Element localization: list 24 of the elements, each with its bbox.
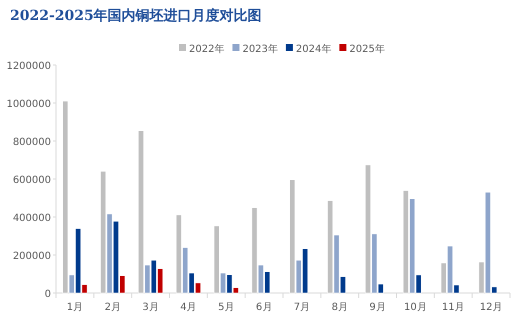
x-tick-label: 12月	[480, 302, 502, 313]
x-tick-label: 1月	[66, 302, 84, 313]
y-tick-label: 800000	[12, 137, 51, 148]
x-tick-label: 6月	[256, 302, 272, 313]
legend-label: 2022年	[189, 43, 224, 55]
x-tick-label: 5月	[218, 302, 234, 313]
x-tick-label: 9月	[369, 302, 386, 313]
chart-title: 2022-2025年国内铜坯进口月度对比图	[10, 7, 262, 24]
legend-label: 2024年	[296, 43, 332, 55]
x-tick-label: 7月	[294, 302, 310, 313]
y-tick-label: 200000	[12, 251, 51, 262]
y-tick-label: 600000	[12, 175, 51, 186]
x-tick-label: 4月	[180, 302, 197, 313]
x-tick-label: 8月	[332, 302, 348, 313]
x-tick-label: 10月	[404, 302, 427, 313]
y-tick-label: 1200000	[6, 61, 51, 72]
x-tick-label: 2月	[104, 302, 121, 313]
x-tick-label: 11月	[442, 302, 465, 313]
y-tick-label: 1000000	[6, 99, 51, 110]
x-tick-label: 3月	[142, 302, 159, 313]
legend-label: 2025年	[349, 43, 385, 55]
legend-label: 2023年	[242, 43, 278, 55]
y-tick-label: 400000	[12, 213, 51, 224]
y-tick-label: 0	[44, 289, 51, 300]
